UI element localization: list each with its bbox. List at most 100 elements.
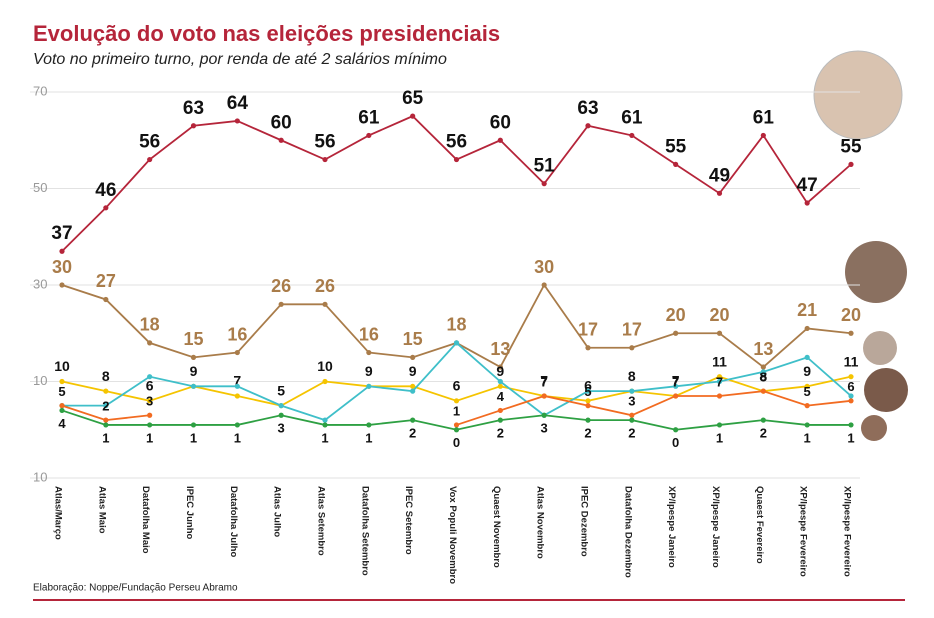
data-point: [760, 388, 766, 394]
data-point: [585, 345, 591, 351]
data-label: 64: [227, 93, 249, 114]
data-label: 6: [847, 379, 854, 394]
x-tick-label: Atlas Maio: [96, 486, 107, 534]
data-point: [234, 393, 240, 399]
data-point: [103, 422, 109, 428]
data-label: 4: [497, 389, 505, 404]
data-label: 49: [709, 165, 730, 186]
data-point: [147, 374, 153, 380]
data-point: [234, 422, 240, 428]
data-label: 5: [584, 384, 591, 399]
data-label: 7: [672, 374, 679, 389]
data-point: [716, 330, 723, 336]
data-label: 20: [709, 305, 729, 325]
data-point: [848, 393, 854, 399]
data-label: 6: [584, 378, 592, 394]
data-point: [234, 383, 240, 389]
data-point: [234, 118, 240, 124]
data-point: [716, 190, 723, 196]
data-point: [848, 161, 854, 167]
data-point: [629, 345, 635, 351]
data-label: 18: [446, 315, 466, 335]
data-point: [760, 132, 766, 139]
data-point: [848, 330, 854, 336]
data-point: [410, 383, 416, 389]
data-label: 15: [403, 329, 423, 349]
x-tick-label: XP/Ipespe Janeiro: [666, 486, 677, 568]
data-label: 26: [271, 276, 291, 296]
data-label: 37: [51, 223, 72, 244]
data-point: [59, 248, 65, 254]
data-label: 16: [359, 324, 379, 344]
data-label: 61: [753, 107, 775, 128]
photo: [845, 241, 907, 303]
x-tick-label: Atlas/Março: [52, 486, 63, 540]
data-point: [453, 398, 460, 404]
data-point: [410, 417, 416, 423]
data-label: 5: [58, 384, 65, 399]
data-label: 27: [96, 271, 116, 291]
data-label: 7: [541, 374, 548, 389]
data-point: [629, 412, 635, 418]
data-point: [585, 123, 591, 129]
x-tick-label: IPEC Junho: [184, 486, 195, 540]
data-point: [410, 388, 416, 394]
data-label: 17: [578, 319, 598, 339]
data-point: [147, 156, 153, 163]
data-point: [585, 398, 591, 404]
data-point: [716, 393, 723, 399]
data-label: 3: [278, 421, 285, 436]
data-point: [103, 296, 109, 303]
y-tick-label: 10: [33, 373, 47, 388]
data-point: [59, 378, 65, 385]
photo: [861, 415, 887, 441]
data-label: 17: [622, 319, 642, 339]
data-label: 56: [446, 132, 467, 153]
data-point: [716, 422, 723, 428]
data-label: 1: [234, 430, 241, 445]
data-label: 47: [797, 175, 818, 196]
data-label: 61: [358, 107, 380, 128]
x-tick-label: Vox Populi Novembro: [447, 486, 458, 584]
data-label: 5: [804, 384, 811, 399]
data-label: 7: [716, 374, 723, 389]
data-point: [453, 422, 460, 428]
x-tick-label: Atlas Novembro: [535, 486, 546, 559]
data-point: [410, 113, 416, 119]
data-point: [147, 412, 153, 418]
y-tick-label: 30: [33, 276, 47, 291]
data-point: [629, 417, 635, 423]
series-line: [456, 390, 852, 426]
data-point: [673, 393, 679, 399]
data-point: [278, 403, 284, 409]
x-tick-label: Datafolha Setembro: [359, 486, 370, 576]
data-point: [716, 374, 723, 380]
data-point: [804, 422, 810, 428]
data-label: 11: [712, 353, 727, 369]
data-label: 3: [146, 394, 153, 409]
data-label: 5: [277, 382, 285, 398]
data-label: 1: [804, 430, 811, 445]
data-point: [760, 369, 766, 375]
data-point: [629, 388, 635, 394]
data-label: 7: [233, 373, 241, 389]
data-point: [541, 181, 547, 187]
data-point: [673, 427, 679, 433]
y-tick-label: 70: [33, 83, 47, 98]
photo: [813, 50, 903, 140]
data-point: [804, 354, 810, 360]
data-point: [848, 374, 854, 380]
data-label: 2: [409, 426, 416, 441]
data-label: 18: [140, 315, 160, 335]
data-label: 13: [753, 339, 773, 359]
data-label: 1: [190, 430, 197, 445]
data-point: [497, 383, 503, 389]
data-point: [804, 383, 810, 389]
data-label: 0: [453, 435, 460, 450]
y-tick-label: 50: [33, 180, 47, 195]
data-point: [453, 427, 460, 433]
data-point: [322, 156, 328, 163]
data-label: 26: [315, 276, 335, 296]
data-point: [585, 403, 591, 409]
data-point: [59, 403, 65, 409]
